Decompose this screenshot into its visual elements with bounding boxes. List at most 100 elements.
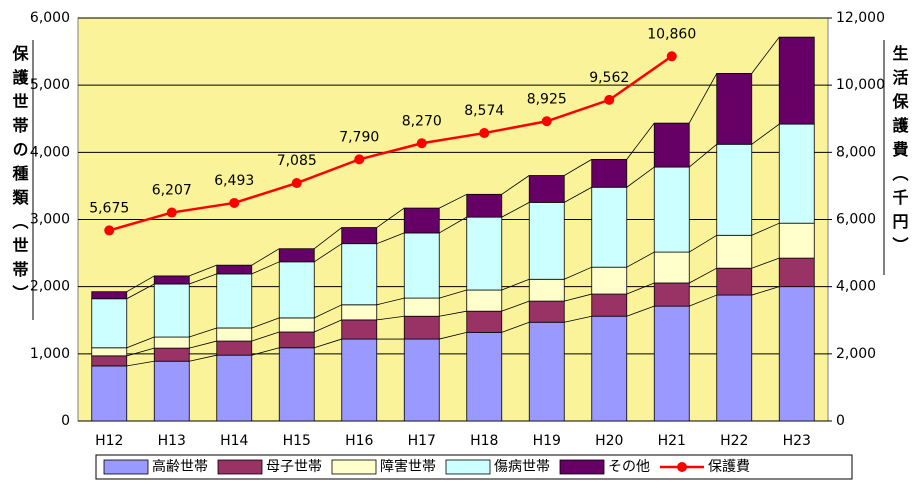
y2-tick-label: 12,000 (836, 10, 885, 26)
y-tick-label: 6,000 (30, 10, 70, 26)
bar-segment (216, 264, 253, 275)
x-tick-label: H23 (783, 433, 811, 449)
data-label: 8,925 (527, 91, 567, 107)
bar-segment (216, 273, 253, 329)
bar-segment (91, 365, 128, 422)
x-tick-label: H22 (720, 433, 748, 449)
x-tick-label: H19 (533, 433, 561, 449)
bar-segment (591, 266, 628, 295)
series-line (751, 222, 780, 236)
bar-segment (278, 331, 315, 349)
data-label: 7,085 (277, 153, 317, 169)
bar-segment (91, 347, 128, 357)
legend-label: その他 (608, 459, 650, 475)
series-line (439, 310, 467, 317)
line-point (479, 128, 490, 139)
series-line (189, 327, 217, 338)
series-line (189, 340, 217, 349)
data-label: 8,270 (402, 113, 442, 129)
x-tick-label: H15 (283, 433, 311, 449)
bar-segment (653, 166, 690, 253)
series-line (626, 282, 655, 295)
series-line (564, 293, 592, 302)
legend-swatch (217, 459, 263, 475)
bar-segment (341, 243, 378, 306)
bar-segment (591, 315, 628, 422)
bar-segment (216, 354, 253, 422)
x-tick-label: H20 (595, 433, 623, 449)
bar-segment (278, 261, 315, 319)
bar-segment (778, 286, 815, 422)
bar-segment (716, 294, 753, 422)
y2-tick-label: 6,000 (836, 212, 876, 228)
series-line (376, 315, 405, 321)
y-axis-title: 保護世帯の種類（世帯） (10, 44, 30, 309)
bar-segment (341, 304, 378, 321)
bar-segment (591, 293, 628, 317)
series-line (126, 275, 155, 293)
series-line (251, 347, 280, 356)
series-line (751, 123, 780, 145)
bar-segment (591, 158, 628, 188)
series-line (564, 266, 592, 280)
bar-segment (653, 282, 690, 307)
y-tick-label: 4,000 (30, 144, 70, 160)
y2-tick-label: 0 (836, 413, 845, 429)
y-tick-label: 3,000 (30, 212, 70, 228)
bar-segment (91, 298, 128, 349)
series-line (626, 251, 655, 268)
series-line (439, 193, 467, 209)
series-line (251, 261, 280, 275)
series-line (314, 227, 342, 250)
series-line (689, 294, 717, 307)
line-point (166, 207, 177, 218)
series-line (688, 143, 718, 168)
bar-segment (403, 297, 440, 317)
bar-segment (528, 300, 565, 323)
legend-swatch (445, 459, 491, 475)
series-line (501, 202, 530, 218)
bar-segment (153, 283, 190, 338)
line-point (666, 51, 677, 62)
series-line (314, 338, 342, 349)
bar-segment (403, 315, 440, 340)
series-line (314, 304, 342, 319)
y2-tick-label: 10,000 (836, 77, 885, 93)
series-line (126, 360, 155, 367)
bar-segment (153, 347, 190, 362)
series-line (314, 319, 342, 333)
bar-segment (716, 234, 753, 269)
legend-swatch (103, 459, 149, 475)
bar-segment (91, 291, 128, 300)
bar-segment (91, 355, 128, 367)
series-line (189, 273, 217, 285)
y-tick-label: 0 (61, 413, 70, 429)
bar-segment (528, 201, 565, 280)
legend-label: 高齢世帯 (152, 458, 208, 475)
bar-segment (778, 222, 815, 259)
series-line (126, 283, 155, 300)
bar-segment (341, 319, 378, 340)
series-line (189, 264, 217, 277)
bar-segment (653, 251, 690, 284)
data-label: 6,493 (214, 173, 254, 189)
bar-segment (466, 216, 503, 291)
x-tick-label: H18 (470, 433, 498, 449)
series-line (564, 186, 592, 203)
legend-label: 母子世帯 (266, 459, 322, 475)
data-label: 7,790 (339, 129, 379, 145)
data-label: 10,860 (647, 26, 696, 42)
bar-segment (153, 275, 190, 285)
series-line (439, 216, 467, 234)
line-point (229, 197, 240, 208)
bar-segment (528, 175, 565, 203)
bar-segment (153, 360, 190, 422)
series-line (501, 278, 530, 291)
line-point (354, 154, 365, 165)
legend-label: 障害世帯 (380, 459, 436, 475)
bar-segment (466, 331, 503, 422)
series-line (751, 257, 780, 269)
bar-segment (216, 327, 253, 342)
series-line (376, 297, 405, 306)
line-point (604, 94, 615, 105)
